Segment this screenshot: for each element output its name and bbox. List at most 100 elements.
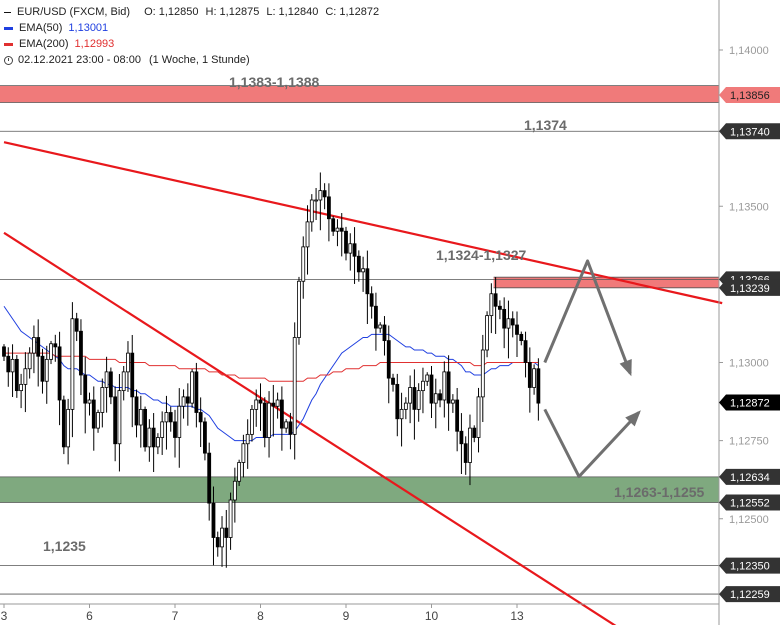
candle-body: [391, 377, 395, 385]
candle-body: [185, 396, 190, 404]
chart-legend: EUR/USD (FXCM, Bid) O: 1,12850 H: 1,1287…: [4, 4, 386, 68]
candle-body: [425, 374, 430, 382]
candle-body: [117, 390, 122, 445]
candle-body: [190, 371, 195, 404]
candle-swatch: [4, 11, 11, 13]
zone-green-2: [0, 476, 719, 503]
open-value: O: 1,12850: [144, 6, 199, 18]
candle-body: [27, 352, 32, 370]
candle-body: [143, 408, 147, 448]
candle-body: [147, 427, 152, 448]
candle-body: [2, 346, 6, 357]
time-range: 02.12.2021 23:00 - 08:00: [18, 54, 141, 66]
candle-body: [224, 527, 229, 538]
candle-body: [130, 352, 135, 398]
price-label-text: 1,12259: [730, 589, 770, 601]
candle-body: [395, 383, 400, 420]
candle-body: [207, 452, 212, 504]
candle-body: [523, 340, 528, 363]
candle-body: [335, 227, 340, 232]
candle-body: [515, 324, 519, 335]
candle-body: [374, 305, 378, 329]
candle-body: [215, 537, 220, 548]
candle-body: [322, 190, 327, 198]
x-tick-label: 8: [257, 609, 264, 623]
candle-body: [497, 305, 502, 310]
candle-body: [83, 374, 88, 404]
y-tick-label: 1,14000: [729, 45, 769, 57]
candle-body: [361, 268, 366, 273]
candle-body: [331, 218, 336, 232]
candle-body: [164, 412, 169, 423]
candle-body: [203, 421, 207, 454]
legend-ema200[interactable]: EMA(200) 1,12993: [4, 36, 386, 52]
clock-icon: [4, 55, 13, 65]
trendline-0: [3, 141, 723, 305]
candle-body: [489, 293, 494, 317]
candle-body: [151, 427, 156, 448]
arrowhead: [625, 410, 641, 427]
ema200-value: 1,12993: [74, 38, 115, 50]
candle-body: [40, 355, 45, 382]
price-label-tag: [719, 123, 780, 140]
candle-body: [173, 421, 177, 438]
scenario-arrow-1: [543, 408, 640, 479]
price-label-text: 1,13740: [730, 126, 770, 138]
candle-body: [32, 337, 36, 354]
y-tick-label: 1,13000: [729, 358, 769, 370]
candle-body: [126, 352, 130, 373]
ema50-line: [3, 305, 539, 442]
candle-body: [220, 527, 224, 548]
candle-body: [382, 324, 387, 342]
candle-body: [232, 480, 237, 501]
legend-ema50[interactable]: EMA(50) 1,13001: [4, 20, 386, 36]
price-label-tag: [719, 394, 780, 411]
candle-body: [36, 337, 41, 357]
low-value: L: 1,12840: [266, 6, 319, 18]
candle-body: [79, 330, 83, 376]
y-tick-label: 1,12500: [729, 514, 769, 526]
candle-body: [44, 358, 49, 382]
candle-body: [314, 199, 318, 202]
candle-body: [155, 437, 160, 448]
candle-body: [23, 368, 28, 385]
candle-body: [356, 255, 361, 273]
ema50-value: 1,13001: [68, 22, 109, 34]
candle-body: [258, 399, 263, 404]
candle-body: [297, 280, 301, 338]
candle-body: [66, 408, 71, 448]
candle-body: [181, 396, 186, 407]
candle-body: [442, 371, 447, 401]
candle-body: [369, 293, 374, 307]
candle-body: [301, 246, 306, 282]
candle-body: [412, 387, 417, 410]
candle-body: [14, 358, 19, 392]
candle-body: [459, 430, 464, 445]
candle-body: [348, 243, 353, 254]
candle-body: [198, 412, 203, 423]
candle-body: [228, 499, 233, 538]
zone-red-1: [493, 277, 719, 288]
candle-body: [96, 412, 100, 429]
ohlc-row: EUR/USD (FXCM, Bid) O: 1,12850 H: 1,1287…: [4, 4, 386, 20]
price-label-text: 1,12872: [730, 398, 770, 410]
candle-body: [421, 380, 425, 392]
candle-body: [70, 318, 75, 410]
candle-body: [485, 315, 489, 351]
x-tick-label: 13: [510, 609, 524, 623]
candle-body: [536, 368, 541, 404]
ema50-swatch: [4, 26, 13, 30]
candle-body: [284, 421, 289, 429]
candle-body: [138, 408, 143, 426]
candle-body: [160, 421, 165, 438]
annotation-level-1374: 1,1374: [524, 117, 567, 133]
candle-body: [463, 443, 468, 463]
candle-body: [527, 362, 532, 388]
candle-body: [416, 390, 421, 410]
candle-body: [403, 402, 408, 410]
zone-red-0: [0, 85, 719, 103]
candle-body: [121, 371, 126, 392]
candle-body: [309, 199, 314, 223]
